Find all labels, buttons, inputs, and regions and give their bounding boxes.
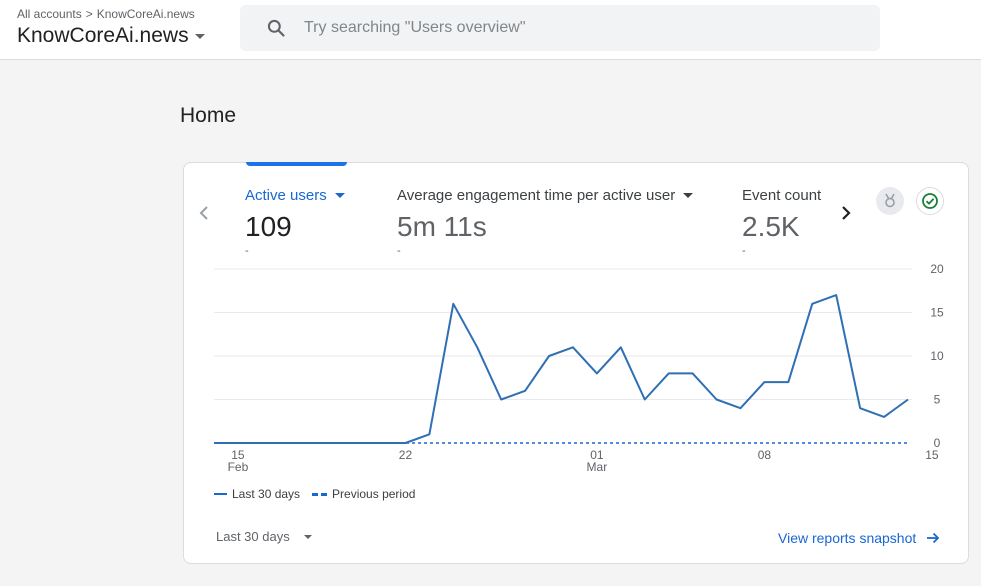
chevron-right-icon [842, 206, 851, 220]
x-tick-label: 01 [590, 448, 604, 462]
insights-badge[interactable] [876, 187, 904, 215]
chevron-down-icon [194, 33, 205, 39]
search-icon [267, 19, 285, 37]
y-tick-label: 15 [930, 306, 944, 320]
award-icon [885, 193, 895, 208]
prev-metrics-button[interactable] [196, 203, 212, 223]
metric-label: Active users [245, 187, 327, 204]
chart-y-axis: 0 5 10 15 20 [930, 262, 944, 450]
legend-current: Last 30 days [214, 487, 300, 501]
overview-card: Active users 109 - Average engagement ti… [183, 162, 969, 564]
metric-avg-engagement-label-row: Average engagement time per active user [397, 187, 694, 204]
x-tick-sublabel: Mar [587, 460, 608, 474]
date-range-label: Last 30 days [216, 529, 290, 544]
chevron-left-icon [199, 206, 208, 220]
metric-label: Average engagement time per active user [397, 187, 676, 204]
breadcrumb-separator: > [85, 7, 93, 21]
search-input[interactable] [304, 19, 824, 37]
breadcrumb-all-accounts[interactable]: All accounts [17, 7, 82, 21]
series-last-30-days-line [214, 294, 909, 444]
y-tick-label: 20 [930, 262, 944, 276]
metric-active-users-label-row: Active users [245, 187, 345, 204]
legend-previous: Previous period [312, 487, 415, 501]
x-tick-label: 15 [925, 448, 939, 462]
chart-series [214, 294, 909, 444]
metric-change: - [742, 245, 746, 257]
chart-gridlines [214, 268, 912, 400]
search-bar[interactable] [240, 5, 880, 51]
next-metrics-button[interactable] [838, 203, 854, 223]
x-tick-label: 15 [231, 448, 245, 462]
breadcrumb: All accounts > KnowCoreAi.news [17, 7, 195, 21]
legend-previous-label: Previous period [332, 487, 416, 501]
chart-legend: Last 30 days Previous period [214, 487, 415, 501]
y-tick-label: 5 [934, 393, 941, 407]
property-name: KnowCoreAi.news [17, 24, 189, 47]
chevron-down-icon [303, 534, 312, 539]
property-selector[interactable]: KnowCoreAi.news [17, 24, 205, 48]
metric-value: 5m 11s [397, 211, 487, 242]
date-range-select[interactable]: Last 30 days [216, 529, 312, 544]
metric-event-count-label-row: Event count [742, 187, 828, 204]
metric-label: Event count [742, 187, 822, 204]
breadcrumb-account[interactable]: KnowCoreAi.news [96, 7, 195, 21]
x-tick-label: 08 [758, 448, 772, 462]
x-tick-sublabel: Feb [228, 460, 249, 474]
active-tab-indicator [246, 162, 347, 166]
y-tick-label: 0 [934, 436, 941, 450]
x-tick-label: 22 [399, 448, 413, 462]
legend-dashed-swatch [312, 492, 328, 496]
legend-solid-swatch [214, 493, 227, 495]
data-quality-button[interactable] [916, 187, 944, 215]
view-reports-snapshot-link[interactable]: View reports snapshot [778, 530, 940, 546]
top-app-bar: All accounts > KnowCoreAi.news KnowCoreA… [0, 0, 981, 60]
page-title: Home [180, 104, 237, 127]
arrow-right-icon [927, 532, 940, 544]
view-reports-snapshot-label: View reports snapshot [778, 530, 917, 546]
dropdown-caret-icon [334, 193, 345, 198]
dropdown-caret-icon [683, 193, 694, 198]
metric-value: 109 [245, 211, 292, 242]
metric-active-users[interactable]: Active users 109 - [245, 187, 345, 257]
metric-change: - [245, 245, 249, 257]
metric-value: 2.5K [742, 211, 800, 242]
metric-change: - [397, 245, 401, 257]
metric-event-count[interactable]: Event count 2.5K - [742, 187, 828, 257]
legend-current-label: Last 30 days [232, 487, 301, 501]
metric-avg-engagement-time[interactable]: Average engagement time per active user … [397, 187, 694, 257]
y-tick-label: 10 [930, 349, 944, 363]
check-circle-icon [922, 193, 938, 209]
